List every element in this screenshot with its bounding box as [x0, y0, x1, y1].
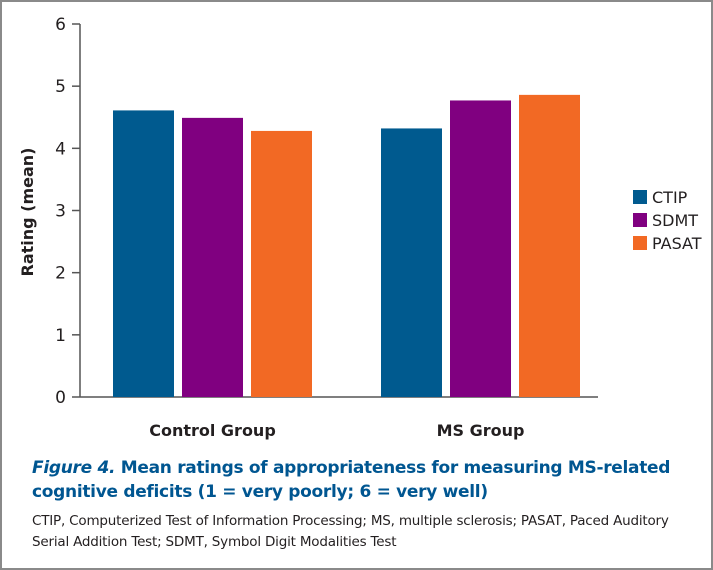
bar-ctip: [113, 110, 174, 397]
figure-caption: Figure 4. Mean ratings of appropriatenes…: [32, 456, 692, 504]
y-axis-title: Rating (mean): [18, 148, 37, 277]
x-category-label: Control Group: [149, 421, 276, 440]
legend-label-sdmt: SDMT: [652, 211, 698, 230]
bar-ctip: [381, 128, 442, 397]
legend: CTIP SDMT PASAT: [633, 188, 702, 253]
x-categories: Control Group MS Group: [149, 421, 524, 440]
y-tick-label: 6: [55, 15, 66, 35]
legend-label-ctip: CTIP: [652, 188, 688, 207]
x-category-label: MS Group: [437, 421, 525, 440]
legend-swatch-pasat: [633, 236, 647, 250]
y-tick-label: 2: [55, 264, 66, 284]
bar-chart: 0 1 2 3 4 5 6 Control Group MS Group CTIP SDMT PA…: [18, 15, 702, 440]
y-tick-label: 5: [55, 77, 66, 97]
legend-label-pasat: PASAT: [652, 234, 702, 253]
bar-sdmt: [450, 100, 511, 397]
bar-pasat: [251, 130, 312, 397]
figure-label: Figure 4.: [32, 458, 116, 478]
y-tick-label: 3: [55, 202, 66, 222]
y-tick-label: 1: [55, 326, 66, 346]
caption-text: Mean ratings of appropriateness for meas…: [32, 458, 671, 502]
y-ticks: 0 1 2 3 4 5 6: [55, 15, 80, 408]
legend-swatch-ctip: [633, 190, 647, 204]
abbreviations-footnote: CTIP, Computerized Test of Information P…: [32, 513, 669, 550]
y-tick-label: 4: [55, 139, 66, 159]
bars: [113, 94, 580, 398]
y-tick-label: 0: [55, 388, 66, 408]
bar-pasat: [519, 94, 580, 398]
bar-sdmt: [182, 117, 243, 397]
legend-swatch-sdmt: [633, 213, 647, 227]
